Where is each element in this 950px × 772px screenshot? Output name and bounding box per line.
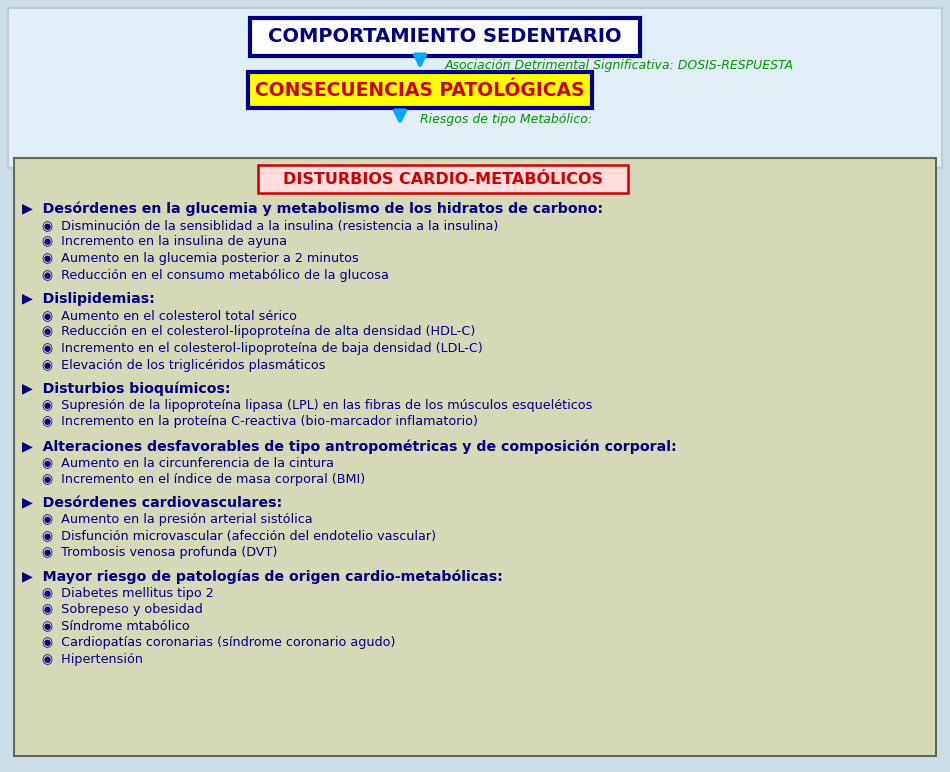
Text: ◉  Trombosis venosa profunda (DVT): ◉ Trombosis venosa profunda (DVT)	[42, 546, 277, 559]
Text: ◉  Aumento en la glucemia posterior a 2 minutos: ◉ Aumento en la glucemia posterior a 2 m…	[42, 252, 359, 265]
FancyBboxPatch shape	[250, 18, 640, 56]
FancyBboxPatch shape	[258, 165, 628, 193]
Text: ◉  Reducción en el consumo metabólico de la glucosa: ◉ Reducción en el consumo metabólico de …	[42, 269, 389, 282]
Text: CONSECUENCIAS PATOLÓGICAS: CONSECUENCIAS PATOLÓGICAS	[256, 80, 585, 100]
Text: ▶  Dislipidemias:: ▶ Dislipidemias:	[22, 292, 155, 306]
Text: Riesgos de tipo Metabólico:: Riesgos de tipo Metabólico:	[420, 113, 592, 127]
Text: ▶  Mayor riesgo de patologías de origen cardio-metabólicas:: ▶ Mayor riesgo de patologías de origen c…	[22, 570, 503, 584]
Text: ◉  Aumento en el colesterol total sérico: ◉ Aumento en el colesterol total sérico	[42, 309, 297, 322]
Text: ◉  Diabetes mellitus tipo 2: ◉ Diabetes mellitus tipo 2	[42, 587, 214, 600]
Text: ▶  Desórdenes cardiovasculares:: ▶ Desórdenes cardiovasculares:	[22, 496, 282, 510]
Text: ◉  Aumento en la presión arterial sistólica: ◉ Aumento en la presión arterial sistóli…	[42, 513, 313, 526]
Text: ◉  Disfunción microvascular (afección del endotelio vascular): ◉ Disfunción microvascular (afección del…	[42, 530, 436, 543]
Text: ▶  Alteraciones desfavorables de tipo antropométricas y de composición corporal:: ▶ Alteraciones desfavorables de tipo ant…	[22, 439, 676, 453]
Text: ◉  Disminución de la sensiblidad a la insulina (resistencia a la insulina): ◉ Disminución de la sensiblidad a la ins…	[42, 219, 498, 232]
Text: ▶  Disturbios bioquímicos:: ▶ Disturbios bioquímicos:	[22, 382, 231, 397]
FancyBboxPatch shape	[8, 8, 942, 168]
Text: ◉  Elevación de los triglicéridos plasmáticos: ◉ Elevación de los triglicéridos plasmát…	[42, 358, 326, 371]
Text: DISTURBIOS CARDIO-METABÓLICOS: DISTURBIOS CARDIO-METABÓLICOS	[283, 171, 603, 187]
Text: ◉  Aumento en la circunferencia de la cintura: ◉ Aumento en la circunferencia de la cin…	[42, 456, 334, 469]
Text: ◉  Reducción en el colesterol-lipoproteína de alta densidad (HDL-C): ◉ Reducción en el colesterol-lipoproteín…	[42, 326, 475, 338]
Text: ◉  Incremento en el índice de masa corporal (BMI): ◉ Incremento en el índice de masa corpor…	[42, 472, 365, 486]
Text: ◉  Síndrome mtabólico: ◉ Síndrome mtabólico	[42, 619, 190, 632]
Text: ◉  Supresión de la lipoproteína lipasa (LPL) en las fibras de los músculos esque: ◉ Supresión de la lipoproteína lipasa (L…	[42, 399, 593, 412]
Text: ▶  Desórdenes en la glucemia y metabolismo de los hidratos de carbono:: ▶ Desórdenes en la glucemia y metabolism…	[22, 202, 603, 216]
FancyBboxPatch shape	[248, 72, 592, 108]
Text: ◉  Incremento en la proteína C-reactiva (bio-marcador inflamatorio): ◉ Incremento en la proteína C-reactiva (…	[42, 415, 478, 428]
Text: ◉  Cardiopatías coronarias (síndrome coronario agudo): ◉ Cardiopatías coronarias (síndrome coro…	[42, 636, 395, 649]
Text: ◉  Hipertensión: ◉ Hipertensión	[42, 652, 143, 665]
Text: ◉  Incremento en el colesterol-lipoproteína de baja densidad (LDL-C): ◉ Incremento en el colesterol-lipoproteí…	[42, 342, 483, 355]
Text: ◉  Sobrepeso y obesidad: ◉ Sobrepeso y obesidad	[42, 603, 202, 616]
FancyBboxPatch shape	[14, 158, 936, 756]
Text: COMPORTAMIENTO SEDENTARIO: COMPORTAMIENTO SEDENTARIO	[268, 28, 622, 46]
Text: ◉  Incremento en la insulina de ayuna: ◉ Incremento en la insulina de ayuna	[42, 235, 287, 249]
Text: Asociación Detrimental Significativa: DOSIS-RESPUESTA: Asociación Detrimental Significativa: DO…	[445, 59, 794, 72]
